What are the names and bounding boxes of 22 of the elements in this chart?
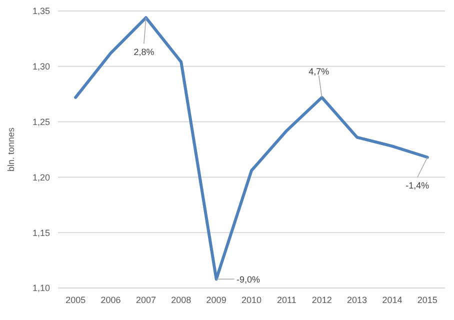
y-tick-label: 1,25	[32, 116, 50, 127]
annotation: -9,0%	[236, 274, 260, 284]
annotation: -1,4%	[406, 180, 430, 190]
x-tick-label: 2015	[417, 295, 438, 305]
x-tick-label: 2006	[100, 295, 121, 305]
x-tick-label: 2013	[347, 295, 368, 305]
x-tick-label: 2014	[382, 295, 402, 305]
x-tick-label: 2012	[312, 295, 332, 305]
x-tick-label: 2009	[206, 295, 226, 305]
y-tick-label: 1,10	[32, 283, 50, 294]
y-tick-label: 1,20	[32, 172, 50, 182]
x-tick-label: 2007	[136, 295, 156, 305]
annotation: 4,7%	[308, 66, 330, 77]
x-tick-label: 2005	[66, 295, 86, 305]
y-axis-title: bln. tonnes	[6, 126, 16, 172]
x-tick-label: 2008	[171, 295, 192, 305]
x-tick-label: 2010	[241, 295, 262, 305]
y-tick-label: 1,30	[32, 62, 50, 72]
y-tick-label: 1,15	[32, 228, 50, 238]
annotation: 2,8%	[134, 46, 154, 57]
x-tick-label: 2011	[277, 295, 296, 305]
y-tick-label: 1,35	[32, 6, 50, 16]
